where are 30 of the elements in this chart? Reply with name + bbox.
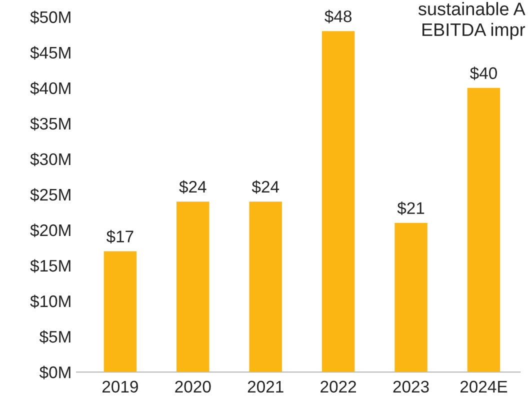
y-tick-label: $25M xyxy=(30,188,70,202)
bar xyxy=(467,88,500,372)
x-tick-label: 2021 xyxy=(248,380,284,393)
y-tick-label: $35M xyxy=(30,117,70,131)
y-tick-label: $10M xyxy=(30,294,70,308)
y-tick-label: $5M xyxy=(39,330,70,344)
y-tick-label: $30M xyxy=(30,152,70,166)
data-label: $24 xyxy=(252,180,280,194)
y-tick-label: $20M xyxy=(30,224,70,238)
data-label: $48 xyxy=(324,10,352,24)
bar xyxy=(249,202,282,372)
x-tick-label: 2020 xyxy=(175,380,211,393)
data-label: $21 xyxy=(397,202,424,216)
data-label: $17 xyxy=(106,230,134,244)
bar xyxy=(322,31,355,372)
data-label: $40 xyxy=(470,66,497,80)
x-tick-label: 2019 xyxy=(102,380,138,393)
x-tick-label: 2024E xyxy=(460,380,508,393)
x-tick-label: 2022 xyxy=(320,380,356,393)
y-tick-label: $0M xyxy=(39,366,70,380)
annotation: sustainable A EBITDA impr xyxy=(418,2,526,40)
y-tick-label: $40M xyxy=(30,82,70,96)
y-tick-label: $50M xyxy=(30,10,70,24)
bar xyxy=(104,251,137,372)
bar xyxy=(394,222,428,372)
y-tick-label: $45M xyxy=(30,46,70,60)
x-tick-label: 2023 xyxy=(393,380,429,393)
data-label: $24 xyxy=(179,180,206,194)
bar xyxy=(176,202,210,372)
y-tick-label: $15M xyxy=(30,259,70,273)
